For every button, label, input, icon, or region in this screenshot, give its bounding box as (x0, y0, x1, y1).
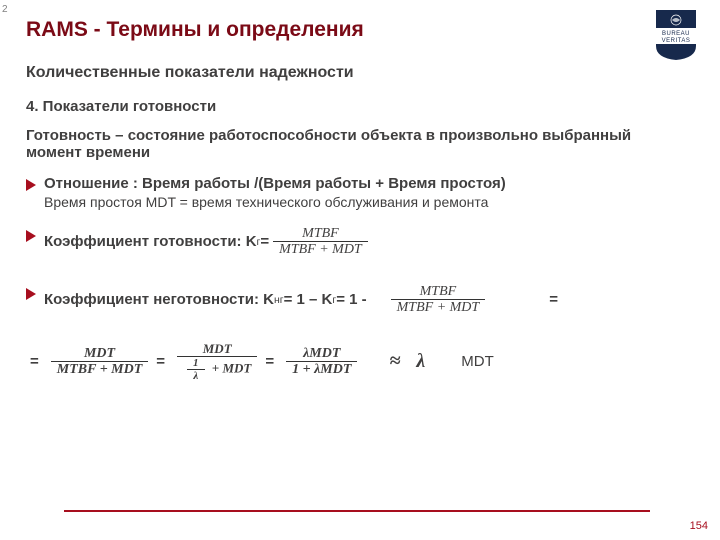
triangle-bullet-icon (26, 288, 36, 300)
lambda-symbol: λ (416, 350, 425, 373)
approx-symbol: ≈ (389, 350, 400, 373)
page-number: 154 (690, 520, 708, 532)
kng-tail-eq: = (549, 291, 558, 308)
eq-start: = (30, 353, 39, 370)
bullet1-subtext: Время простоя MDT = время технического о… (44, 194, 690, 210)
svg-text:BUREAU: BUREAU (662, 31, 690, 37)
fraction-mdt-mtbf: MDT MTBF + MDT (51, 346, 149, 378)
bureau-veritas-logo: BUREAU VERITAS (654, 8, 698, 62)
bullet-unavailability: Коэффициент неготовности: K нг = 1 – K г… (26, 284, 690, 316)
subtitle: Количественные показатели надежности (26, 64, 690, 82)
section-heading: 4. Показатели готовности (26, 98, 690, 115)
bullet-availability: Коэффициент готовности: K г = MTBF MTBF … (26, 226, 690, 258)
kng-subscript: нг (274, 294, 284, 306)
kng-mid2: = 1 - (336, 291, 366, 308)
slide-count: 2 (2, 4, 8, 15)
fraction-lambda-mdt: λMDT 1 + λMDT (286, 346, 357, 378)
svg-text:VERITAS: VERITAS (662, 38, 691, 44)
fraction-mtbf2: MTBF MTBF + MDT (391, 284, 486, 316)
kng-mid: = 1 – K (284, 291, 333, 308)
bottom-rule (64, 510, 650, 512)
fraction-mdt-lambda: MDT 1 λ + MDT (177, 342, 257, 382)
equation-row: = MDT MTBF + MDT = MDT 1 λ + MDT = λMDT … (30, 342, 690, 382)
eq-eq2: = (156, 353, 165, 370)
mdt-tail: MDT (461, 353, 494, 370)
bullet-ratio: Отношение : Время работы /(Время работы … (26, 175, 690, 192)
triangle-bullet-icon (26, 179, 36, 191)
kng-label: Коэффициент неготовности: K (44, 291, 274, 308)
slide-title: RAMS - Термины и определения (26, 18, 690, 42)
definition-text: Готовность – состояние работоспособности… (26, 127, 690, 161)
kg-label: Коэффициент готовности: K (44, 233, 257, 250)
fraction-mtbf: MTBF MTBF + MDT (273, 226, 368, 258)
bullet1-text: Отношение : Время работы /(Время работы … (44, 175, 690, 192)
triangle-bullet-icon (26, 230, 36, 242)
eq-eq3: = (265, 353, 274, 370)
equals-sign: = (260, 233, 269, 250)
